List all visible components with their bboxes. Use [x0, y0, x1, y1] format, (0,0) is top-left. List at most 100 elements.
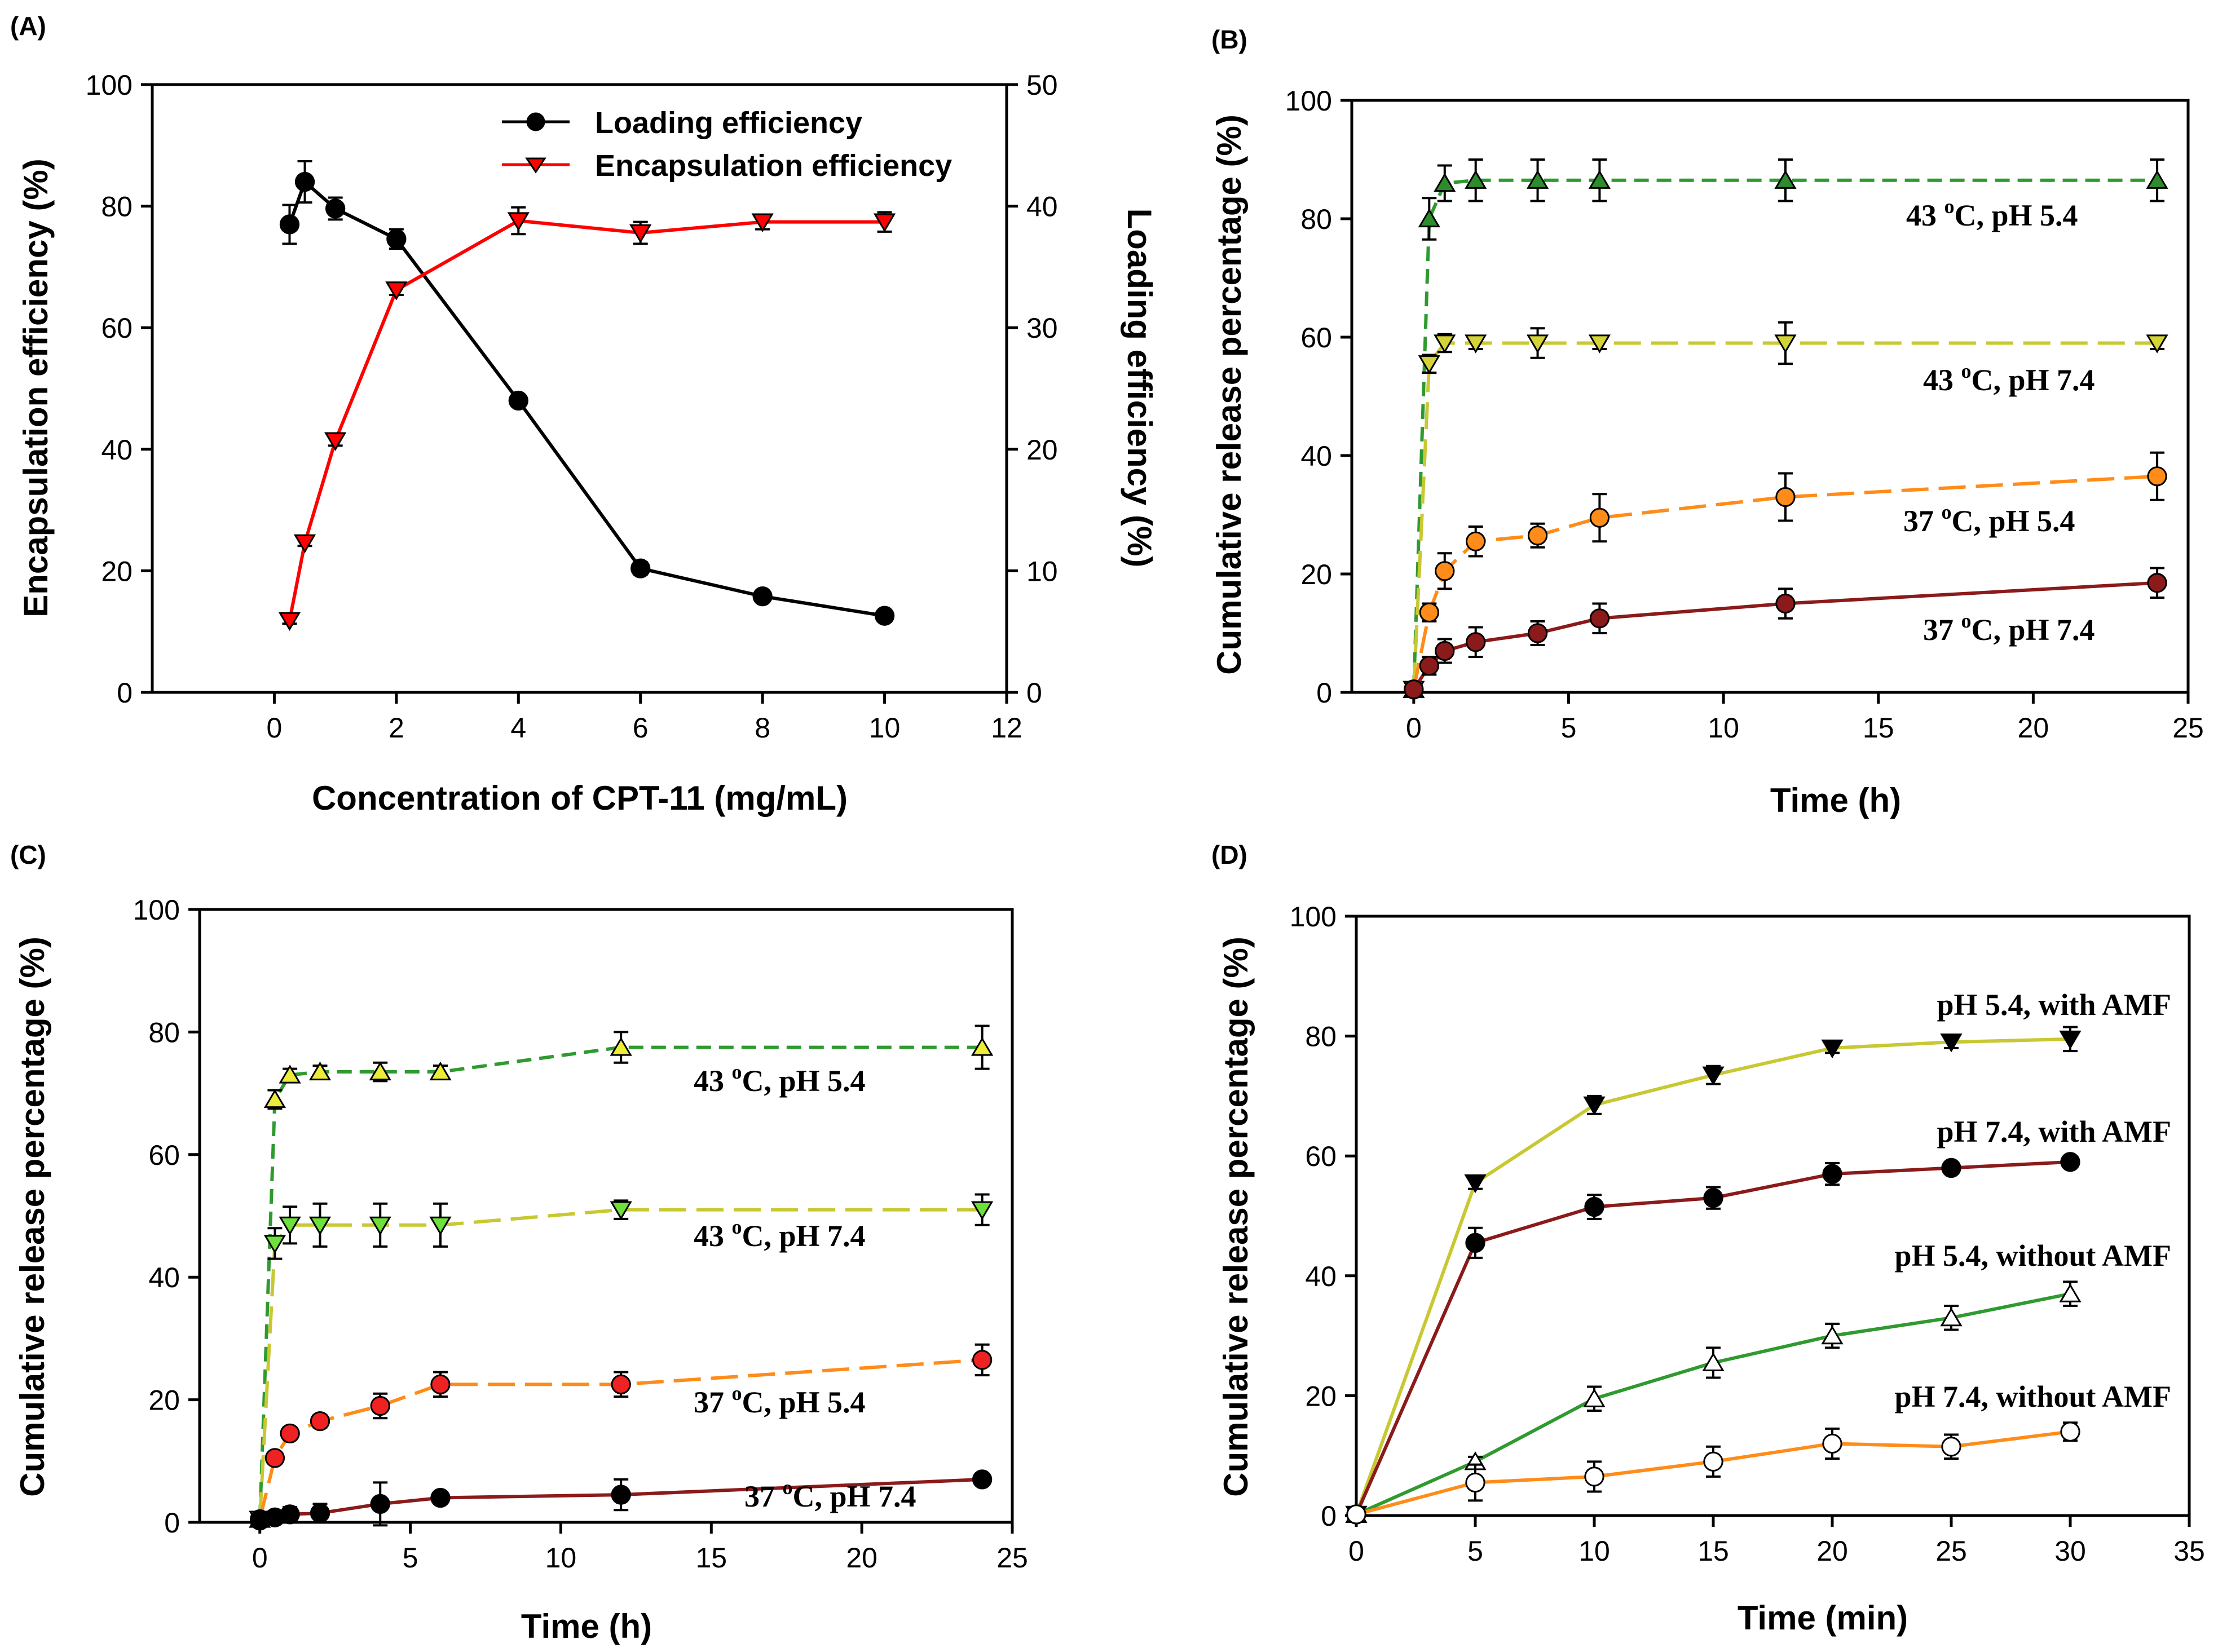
panel-b-data-point-43-c-ph-7-4 — [1434, 334, 1456, 354]
panel-a-y-axis-title: Encapsulation efficiency (%) — [17, 158, 55, 617]
panel-a-y2-axis-title: Loading efficiency (%) — [1121, 209, 1158, 568]
panel-a-x-tick-label: 8 — [755, 712, 770, 744]
panel-d-data-point-ph-7-4-without-amf — [1941, 1437, 1961, 1457]
panel-c-y-tick-label: 100 — [133, 894, 180, 926]
panel-a-data-point-encapsulation-efficiency — [324, 432, 347, 451]
panel-a-plot-frame — [151, 83, 1008, 694]
panel-d-x-axis-title: Time (min) — [1738, 1599, 1908, 1637]
panel-c-y-tick-label: 60 — [148, 1139, 180, 1171]
panel-d-annotation-3: pH 5.4, without AMF — [1894, 1239, 2171, 1273]
panel-b-data-point-37-c-ph-5-4 — [2147, 466, 2167, 487]
panel-a-letter: (A) — [10, 11, 46, 41]
panel-d-data-point-ph-7-4-with-amf — [1822, 1164, 1842, 1184]
panel-a-x-tick-label: 12 — [991, 712, 1022, 744]
panel-c-data-point-43-c-ph-7-4 — [263, 1235, 286, 1254]
panel-b-plot: 0 5 10 15 20 25 0 20 40 60 80 100 — [1285, 85, 2204, 744]
panel-c-data-point-37-c-ph-7-4 — [310, 1503, 330, 1523]
panel-a-x-tick-label: 2 — [389, 712, 404, 744]
panel-a-data-point-loading-efficiency — [279, 214, 300, 235]
panel-d-data-point-ph-7-4-with-amf — [2060, 1152, 2080, 1172]
panel-d-data-point-ph-7-4-with-amf — [1465, 1233, 1485, 1253]
panel-c-y-tick-label: 40 — [148, 1262, 180, 1293]
legend-marker-encapsulation — [525, 157, 546, 174]
panel-c-data-point-37-c-ph-7-4 — [972, 1469, 993, 1490]
panel-d-y-tick-label: 0 — [1321, 1500, 1337, 1532]
panel-c-series-line-43-c-ph-5-4 — [258, 1045, 982, 1520]
panel-c-data-point-37-c-ph-7-4 — [370, 1494, 390, 1514]
panel-c-y-tick-label: 20 — [148, 1385, 180, 1416]
panel-d-x-tick-label: 5 — [1467, 1535, 1483, 1567]
panel-c-data-point-37-c-ph-5-4 — [972, 1350, 993, 1370]
panel-b-plot-frame — [1350, 99, 2190, 694]
panel-d-data-point-ph-5-4-without-amf — [1821, 1325, 1844, 1345]
panel-b-y-axis-title: Cumulative release percentage (%) — [1210, 114, 1248, 675]
panel-c-annotation-1: 43 oC, pH 5.4 — [694, 1061, 866, 1098]
panel-b-data-point-43-c-ph-5-4 — [1588, 170, 1611, 189]
panel-d-annotation-4: pH 7.4, without AMF — [1894, 1380, 2171, 1414]
panel-a-y-tick-label: 40 — [101, 434, 133, 466]
panel-c-y-axis-title: Cumulative release percentage (%) — [14, 937, 51, 1497]
panel-d-data-point-ph-7-4-without-amf — [1346, 1504, 1366, 1525]
panel-a-x-tick-label: 10 — [869, 712, 901, 744]
panel-c-x-tick-label: 25 — [996, 1542, 1028, 1574]
panel-b-data-point-37-c-ph-7-4 — [1404, 679, 1424, 700]
panel-d-plot-frame — [1355, 915, 2191, 1517]
panel-b-data-point-43-c-ph-7-4 — [1418, 355, 1440, 374]
panel-a-data-point-encapsulation-efficiency — [629, 224, 652, 244]
panel-d-x-tick-label: 10 — [1578, 1535, 1610, 1567]
panel-d-data-point-ph-7-4-without-amf — [2060, 1421, 2080, 1442]
panel-d-data-point-ph-7-4-without-amf — [1465, 1472, 1485, 1493]
panel-b-series-line-43-c-ph-7-4 — [1412, 341, 2158, 690]
panel-d-y-tick-label: 100 — [1290, 901, 1337, 933]
legend-label-encapsulation: Encapsulation efficiency — [595, 149, 952, 183]
panel-b-data-point-37-c-ph-7-4 — [1527, 623, 1548, 643]
panel-b-x-axis-title: Time (h) — [1770, 781, 1901, 819]
panel-c-data-point-43-c-ph-5-4 — [429, 1061, 452, 1081]
panel-b-annotation-4: 37 oC, pH 7.4 — [1923, 609, 2095, 647]
panel-d-data-point-ph-7-4-with-amf — [1584, 1196, 1604, 1217]
panel-c-data-point-37-c-ph-7-4 — [430, 1487, 451, 1508]
panel-c-plot: 0 5 10 15 20 25 0 20 40 60 80 100 — [133, 894, 1028, 1574]
panel-c-data-point-43-c-ph-5-4 — [610, 1037, 632, 1056]
panel-b-x-tick-label: 15 — [1863, 712, 1894, 744]
panel-b-data-point-37-c-ph-7-4 — [1419, 656, 1439, 676]
panel-b-data-point-37-c-ph-7-4 — [1466, 632, 1486, 652]
panel-d-data-point-ph-5-4-with-amf — [1702, 1066, 1725, 1085]
panel-a-y-tick-label: 60 — [101, 312, 133, 344]
panel-b-data-point-43-c-ph-5-4 — [1465, 170, 1487, 189]
panel-d-x-tick-label: 30 — [2054, 1535, 2086, 1567]
panel-a-data-point-loading-efficiency — [508, 390, 528, 411]
panel-c-data-point-43-c-ph-7-4 — [429, 1216, 452, 1236]
panel-c-data-point-43-c-ph-5-4 — [971, 1037, 994, 1056]
panel-c-plot-frame — [198, 908, 1014, 1524]
panel-d-data-point-ph-5-4-without-amf — [1583, 1388, 1606, 1407]
panel-a-data-point-encapsulation-efficiency — [751, 213, 774, 232]
panel-b: (B) 0 5 10 15 20 25 0 20 40 60 80 100 Time (h) Cumu… — [1210, 25, 2204, 819]
panel-d-data-point-ph-7-4-with-amf — [1703, 1187, 1723, 1208]
panel-a-data-point-loading-efficiency — [752, 586, 773, 607]
panel-a-x-tick-label: 6 — [633, 712, 649, 744]
panel-a-y2-tick-label: 0 — [1026, 677, 1042, 709]
panel-b-data-point-43-c-ph-7-4 — [1465, 334, 1487, 354]
panel-d-x-tick-label: 25 — [1935, 1535, 1967, 1567]
panel-c-data-point-37-c-ph-5-4 — [310, 1411, 330, 1432]
panel-a-data-point-encapsulation-efficiency — [278, 612, 301, 631]
panel-b-letter: (B) — [1211, 25, 1247, 54]
panel-d-data-point-ph-7-4-without-amf — [1703, 1451, 1723, 1472]
panel-d-data-point-ph-5-4-with-amf — [1464, 1174, 1487, 1194]
panel-b-data-point-43-c-ph-5-4 — [2146, 170, 2168, 189]
panel-b-y-tick-label: 80 — [1300, 204, 1332, 235]
panel-a-y2-tick-label: 50 — [1026, 69, 1058, 101]
panel-a-series-line-encapsulation-efficiency — [288, 219, 885, 621]
panel-c-data-point-37-c-ph-5-4 — [430, 1374, 451, 1395]
panel-d-x-tick-label: 15 — [1697, 1535, 1729, 1567]
panel-b-data-point-43-c-ph-7-4 — [1526, 334, 1549, 354]
panel-c: (C) 0 5 10 15 20 25 0 20 40 60 80 100 Time (h) Cumu… — [10, 840, 1028, 1645]
panel-a-data-point-loading-efficiency — [386, 229, 407, 249]
panel-b-data-point-37-c-ph-7-4 — [1435, 641, 1455, 661]
panel-d-data-point-ph-5-4-with-amf — [1940, 1033, 1963, 1053]
panel-c-annotation-4: 37 oC, pH 7.4 — [744, 1476, 916, 1513]
panel-b-y-tick-label: 0 — [1316, 677, 1332, 709]
